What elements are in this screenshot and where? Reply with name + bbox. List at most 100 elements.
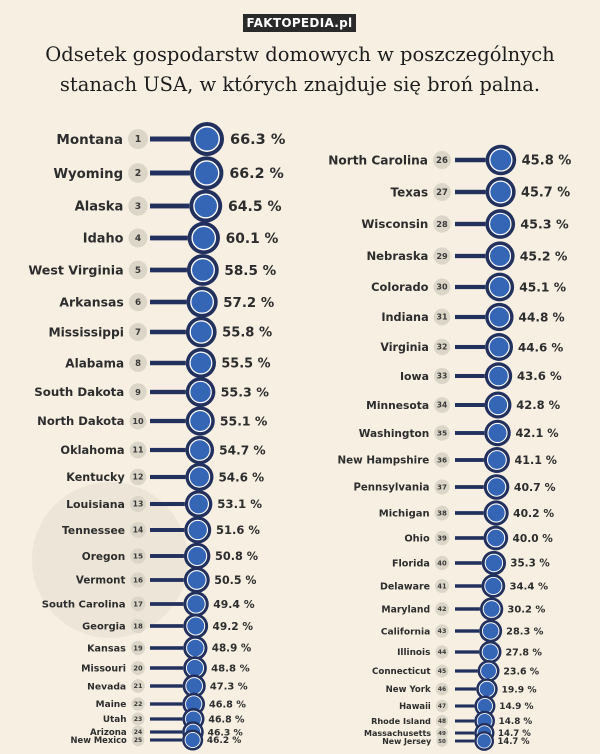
state-label-south-dakota: South Dakota <box>34 385 124 399</box>
state-label-wyoming: Wyoming <box>53 167 123 182</box>
state-label-indiana: Indiana <box>381 311 428 324</box>
state-label-maryland: Maryland <box>381 604 430 615</box>
bar-georgia <box>150 624 184 628</box>
value-label-indiana: 44.8 % <box>519 310 565 324</box>
state-label-georgia: Georgia <box>82 622 126 633</box>
value-label-connecticut: 23.6 % <box>503 666 539 677</box>
rank-number-south-dakota: 9 <box>135 387 141 397</box>
bar-florida <box>455 561 482 565</box>
state-label-montana: Montana <box>56 132 123 148</box>
bar-virginia <box>455 344 486 350</box>
bar-new-hampshire <box>455 458 484 462</box>
state-seal-icon-idaho <box>191 225 217 251</box>
state-seal-icon-north-dakota <box>189 409 212 433</box>
state-label-minnesota: Minnesota <box>366 399 429 412</box>
state-label-massachusetts: Massachusetts <box>364 729 431 738</box>
rank-badge-washington <box>434 425 450 441</box>
rank-number-new-mexico: 25 <box>134 738 142 744</box>
bar-tennessee <box>150 528 185 532</box>
bar-illinois <box>455 650 480 654</box>
bar-south-carolina <box>150 602 184 606</box>
state-seal-icon-west-virginia <box>190 257 215 283</box>
state-seal-icon-ohio <box>486 528 506 548</box>
rank-badge-minnesota <box>434 397 450 413</box>
bar-vermont <box>150 578 184 582</box>
value-label-michigan: 40.2 % <box>513 507 554 520</box>
rank-number-oregon: 15 <box>133 552 143 561</box>
rank-badge-wyoming <box>128 163 148 183</box>
brand-logo: FAKTOPEDIA.pl <box>243 14 356 32</box>
state-seal-icon-kansas <box>186 638 205 658</box>
state-seal-icon-california <box>481 622 500 640</box>
rank-badge-massachusetts <box>436 727 448 739</box>
rank-badge-tennessee <box>130 522 146 538</box>
bar-connecticut <box>455 669 478 673</box>
rank-badge-maryland <box>435 602 449 616</box>
rank-number-louisiana: 13 <box>133 500 144 509</box>
rank-number-vermont: 16 <box>133 575 143 584</box>
rank-badge-oklahoma <box>129 441 147 459</box>
rank-number-new-york: 46 <box>438 686 446 693</box>
state-label-nebraska: Nebraska <box>366 249 428 263</box>
rank-number-arizona: 24 <box>134 729 142 736</box>
rank-number-michigan: 38 <box>437 508 447 517</box>
state-seal-icon-nebraska <box>488 244 512 268</box>
rank-number-new-jersey: 50 <box>438 739 446 745</box>
state-label-vermont: Vermont <box>76 575 126 587</box>
rank-number-maine: 22 <box>134 701 143 708</box>
value-label-vermont: 50.5 % <box>214 574 256 587</box>
rank-badge-kentucky <box>129 468 147 486</box>
state-seal-icon-montana <box>194 126 220 152</box>
state-seal-icon-new-jersey <box>476 733 492 749</box>
value-label-north-carolina: 45.8 % <box>522 154 572 169</box>
state-label-new-mexico: New Mexico <box>71 735 127 745</box>
bar-ohio <box>455 536 484 540</box>
state-seal-icon-nevada <box>185 677 204 695</box>
rank-badge-west-virginia <box>128 260 148 280</box>
rank-number-maryland: 42 <box>437 605 446 613</box>
bar-wisconsin <box>455 221 486 227</box>
value-label-delaware: 34.4 % <box>509 582 548 593</box>
rank-number-california: 43 <box>438 627 447 635</box>
bar-north-carolina <box>455 157 486 163</box>
bar-south-dakota <box>150 389 186 395</box>
state-seal-icon-michigan <box>486 503 506 523</box>
rank-badge-georgia <box>130 618 146 634</box>
bar-iowa <box>455 373 485 379</box>
value-label-tennessee: 51.6 % <box>216 523 260 537</box>
state-label-maine: Maine <box>96 700 127 710</box>
value-label-oklahoma: 54.7 % <box>219 443 266 457</box>
rank-number-utah: 23 <box>134 716 143 723</box>
state-seal-icon-new-mexico <box>184 731 201 749</box>
rank-number-texas: 27 <box>436 187 448 197</box>
bar-pennsylvania <box>455 485 484 489</box>
rank-number-indiana: 31 <box>436 313 447 322</box>
state-label-nevada: Nevada <box>87 681 126 692</box>
chart-title-line-2: stanach USA, w których znajduje się broń… <box>59 73 541 96</box>
rank-number-kansas: 19 <box>133 644 143 652</box>
bar-california <box>455 629 480 633</box>
state-seal-icon-vermont <box>186 570 207 590</box>
state-seal-icon-tennessee <box>187 519 209 541</box>
value-label-california: 28.3 % <box>506 627 543 638</box>
state-seal-icon-illinois <box>481 643 499 661</box>
rank-badge-louisiana <box>129 495 147 513</box>
state-label-idaho: Idaho <box>83 232 124 247</box>
state-label-tennessee: Tennessee <box>62 524 125 537</box>
value-label-new-jersey: 14.7 % <box>498 736 531 746</box>
state-seal-icon-iowa <box>488 365 509 387</box>
rank-badge-alaska <box>128 196 148 216</box>
state-seal-icon-washington <box>487 422 508 444</box>
rank-badge-north-dakota <box>129 412 147 430</box>
state-seal-icon-wyoming <box>193 160 220 186</box>
bar-maryland <box>455 607 480 611</box>
state-seal-icon-arkansas <box>190 290 215 314</box>
state-label-wisconsin: Wisconsin <box>361 217 428 231</box>
rank-number-colorado: 30 <box>436 283 448 292</box>
state-seal-icon-florida <box>484 553 504 573</box>
state-seal-icon-oklahoma <box>188 439 211 461</box>
value-label-nevada: 47.3 % <box>210 682 248 693</box>
bar-new-mexico <box>150 738 183 742</box>
value-label-texas: 45.7 % <box>521 186 570 201</box>
state-seal-icon-delaware <box>484 576 503 596</box>
